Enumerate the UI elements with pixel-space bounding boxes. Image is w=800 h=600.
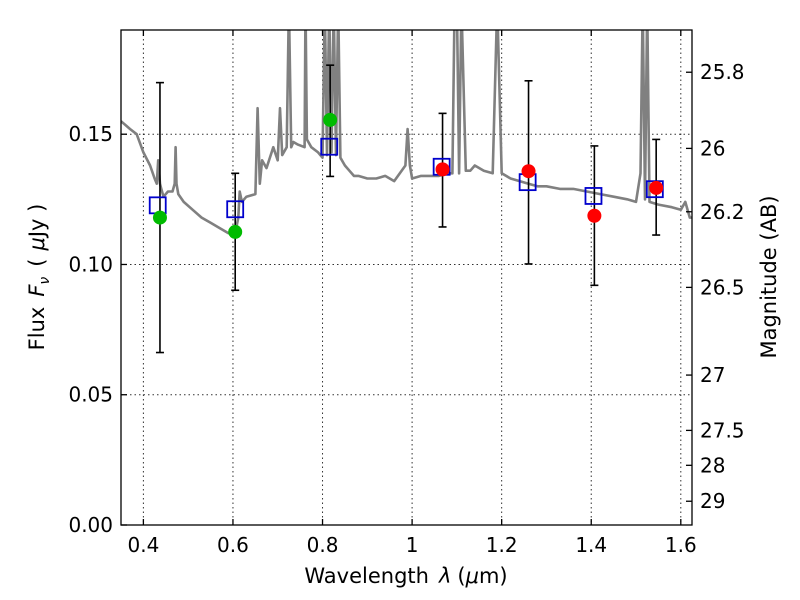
x-tick-label: 1.6 [665,533,697,557]
observed-flux-green-point [323,112,338,127]
model-flux-square [584,187,603,205]
mag-tick-label: 26.5 [700,275,745,299]
mag-tick-label: 26.2 [700,200,745,224]
mag-tick-label: 27.5 [700,418,745,442]
axes: 0.4 0.6 0.8 1 1.2 1.4 1.6 0.00 0.05 0.10 0.15 25.8 2… [68,30,745,557]
observed-flux-red-point [587,208,602,223]
plot-frame [120,29,693,526]
errorbar-layer [148,64,664,354]
x-tick-label: 1.4 [575,533,607,557]
mag-tick-label: 25.8 [700,60,745,84]
observed-flux-red-point [649,180,664,195]
observed-flux-green-point [152,210,167,225]
y-tick-label: 0.10 [68,252,113,276]
observed-flux-red-point [521,164,536,179]
x-axis-label: Wavelength λ (μm) [304,564,507,588]
mag-tick-label: 26 [700,136,725,160]
y-tick-label: 0.15 [68,122,113,146]
secondary-y-axis-label: Magnitude (AB) [757,195,781,358]
model-flux-square [320,137,339,156]
y-axis-label: FluxFν(μJy ) [25,204,53,351]
observed-flux-green-point [228,224,243,239]
mag-tick-label: 27 [700,363,725,387]
x-tick-label: 1.2 [486,533,518,557]
x-tick-label: 0.8 [307,533,339,557]
x-tick-label: 1 [406,533,419,557]
mag-tick-label: 28 [700,453,725,477]
plot-area [121,30,692,235]
model-flux-square [226,200,245,219]
y-tick-label: 0.05 [68,383,113,407]
mag-tick-label: 29 [700,489,725,513]
grid [121,30,692,526]
x-tick-label: 0.6 [217,533,249,557]
template-spectrum-line [121,30,692,235]
y-tick-label: 0.00 [68,513,113,537]
model-flux-square [148,196,167,215]
x-tick-label: 0.4 [127,533,159,557]
observed-flux-red-point [435,162,450,177]
